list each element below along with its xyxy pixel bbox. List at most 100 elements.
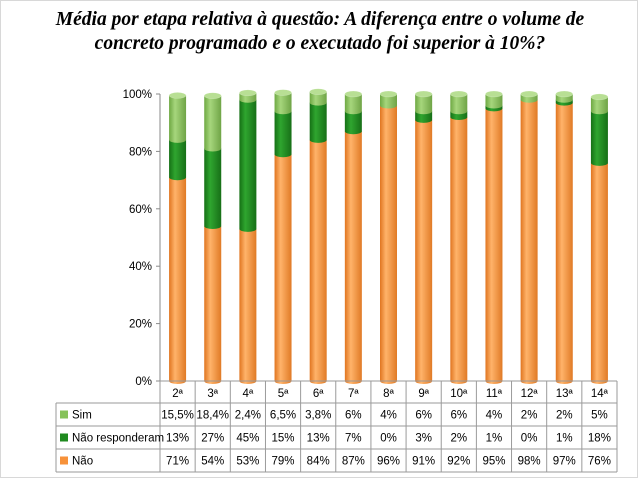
data-label: 15,5%: [161, 410, 194, 422]
data-label: 71%: [166, 456, 189, 468]
bar-segment: [415, 111, 433, 123]
data-label: 2%: [556, 410, 573, 422]
category-label: 5ª: [278, 388, 289, 400]
bar-segment: [450, 116, 468, 385]
bar-segment: [415, 119, 433, 384]
bar-segment: [239, 99, 257, 232]
y-tick-label: 60%: [129, 204, 152, 216]
bar-segment: [380, 105, 397, 384]
y-tick-label: 80%: [129, 146, 152, 158]
category-label: 7ª: [348, 388, 359, 400]
legend-key: [60, 456, 68, 465]
data-label: 3,8%: [305, 410, 331, 422]
bar-segment: [274, 92, 292, 115]
bar-segment: [415, 94, 433, 115]
category-label: 4ª: [243, 388, 254, 400]
data-label: 6%: [345, 410, 362, 422]
chart-title: Média por etapa relativa à questão: A di…: [0, 8, 640, 56]
series-label: Não responderam: [72, 433, 164, 445]
data-label: 98%: [518, 456, 541, 468]
bar-cap: [309, 88, 327, 95]
bar-segment: [555, 102, 573, 385]
series-label: Sim: [72, 410, 92, 422]
bar-cap: [555, 90, 574, 98]
bar-segment: [450, 94, 468, 115]
data-label: 27%: [201, 433, 224, 445]
chart-title-line-1: Média por etapa relativa à questão: A di…: [55, 9, 585, 30]
bar-segment: [590, 111, 608, 166]
bar-segment: [204, 95, 222, 152]
bar-segment: [344, 94, 362, 115]
data-label: 5%: [591, 410, 608, 422]
data-label: 0%: [380, 433, 397, 445]
y-tick-label: 0%: [135, 376, 152, 388]
category-label: 6ª: [313, 388, 324, 400]
y-tick-label: 20%: [129, 319, 152, 331]
bar-segment: [485, 108, 503, 384]
data-label: 45%: [236, 433, 259, 445]
data-label: 18%: [588, 433, 611, 445]
data-label: 13%: [166, 433, 189, 445]
data-label: 53%: [236, 456, 259, 468]
bar-segment: [309, 102, 327, 143]
data-label: 2%: [521, 410, 538, 422]
category-label: 12ª: [521, 388, 539, 400]
bar-segment: [239, 228, 257, 384]
bar-segment: [204, 226, 222, 384]
data-label: 54%: [201, 456, 224, 468]
bar-segment: [169, 177, 187, 384]
data-label: 15%: [272, 433, 295, 445]
bar-segment: [485, 94, 503, 109]
data-label: 13%: [307, 433, 330, 445]
data-label: 2,4%: [235, 410, 261, 422]
bar-cap: [485, 90, 503, 98]
bar-cap: [520, 90, 538, 98]
bar-cap: [450, 90, 468, 98]
bar-segment: [590, 162, 608, 384]
data-label: 84%: [307, 456, 330, 468]
bar-cap: [239, 89, 257, 97]
data-label: 97%: [553, 456, 576, 468]
data-label: 87%: [342, 456, 365, 468]
data-label: 18,4%: [196, 410, 229, 422]
data-label: 2%: [450, 433, 467, 445]
category-label: 10ª: [450, 388, 468, 400]
bars: [168, 88, 609, 385]
category-label: 11ª: [486, 388, 503, 400]
y-tick-label: 40%: [129, 261, 152, 273]
category-label: 3ª: [207, 388, 218, 400]
data-label: 1%: [556, 433, 573, 445]
data-label: 95%: [482, 456, 505, 468]
data-label: 96%: [377, 456, 400, 468]
data-label: 76%: [588, 456, 611, 468]
data-label: 79%: [272, 456, 295, 468]
category-label: 13ª: [556, 388, 574, 400]
data-label: 91%: [412, 456, 435, 468]
bar-segment: [274, 154, 292, 384]
bar-segment: [380, 94, 397, 109]
bar-cap: [274, 89, 292, 96]
bar-segment: [344, 111, 362, 135]
bar-cap: [590, 93, 609, 101]
category-label: 2ª: [172, 388, 183, 400]
bar-segment: [169, 139, 187, 181]
bar-segment: [590, 96, 608, 115]
bar-segment: [169, 95, 187, 143]
legend-key: [60, 433, 68, 442]
data-label: 6%: [450, 410, 467, 422]
category-label: 14ª: [591, 388, 609, 400]
data-label: 3%: [415, 433, 432, 445]
bar-cap: [344, 90, 363, 98]
data-label: 4%: [380, 410, 397, 422]
bar-segment: [204, 148, 222, 230]
data-label: 0%: [521, 433, 538, 445]
bar-cap: [168, 92, 187, 99]
y-tick-label: 100%: [123, 89, 152, 101]
data-label: 92%: [447, 456, 470, 468]
bar-segment: [274, 111, 292, 158]
bar-segment: [344, 131, 362, 384]
category-label: 9ª: [418, 388, 429, 400]
legend-key: [60, 410, 68, 419]
